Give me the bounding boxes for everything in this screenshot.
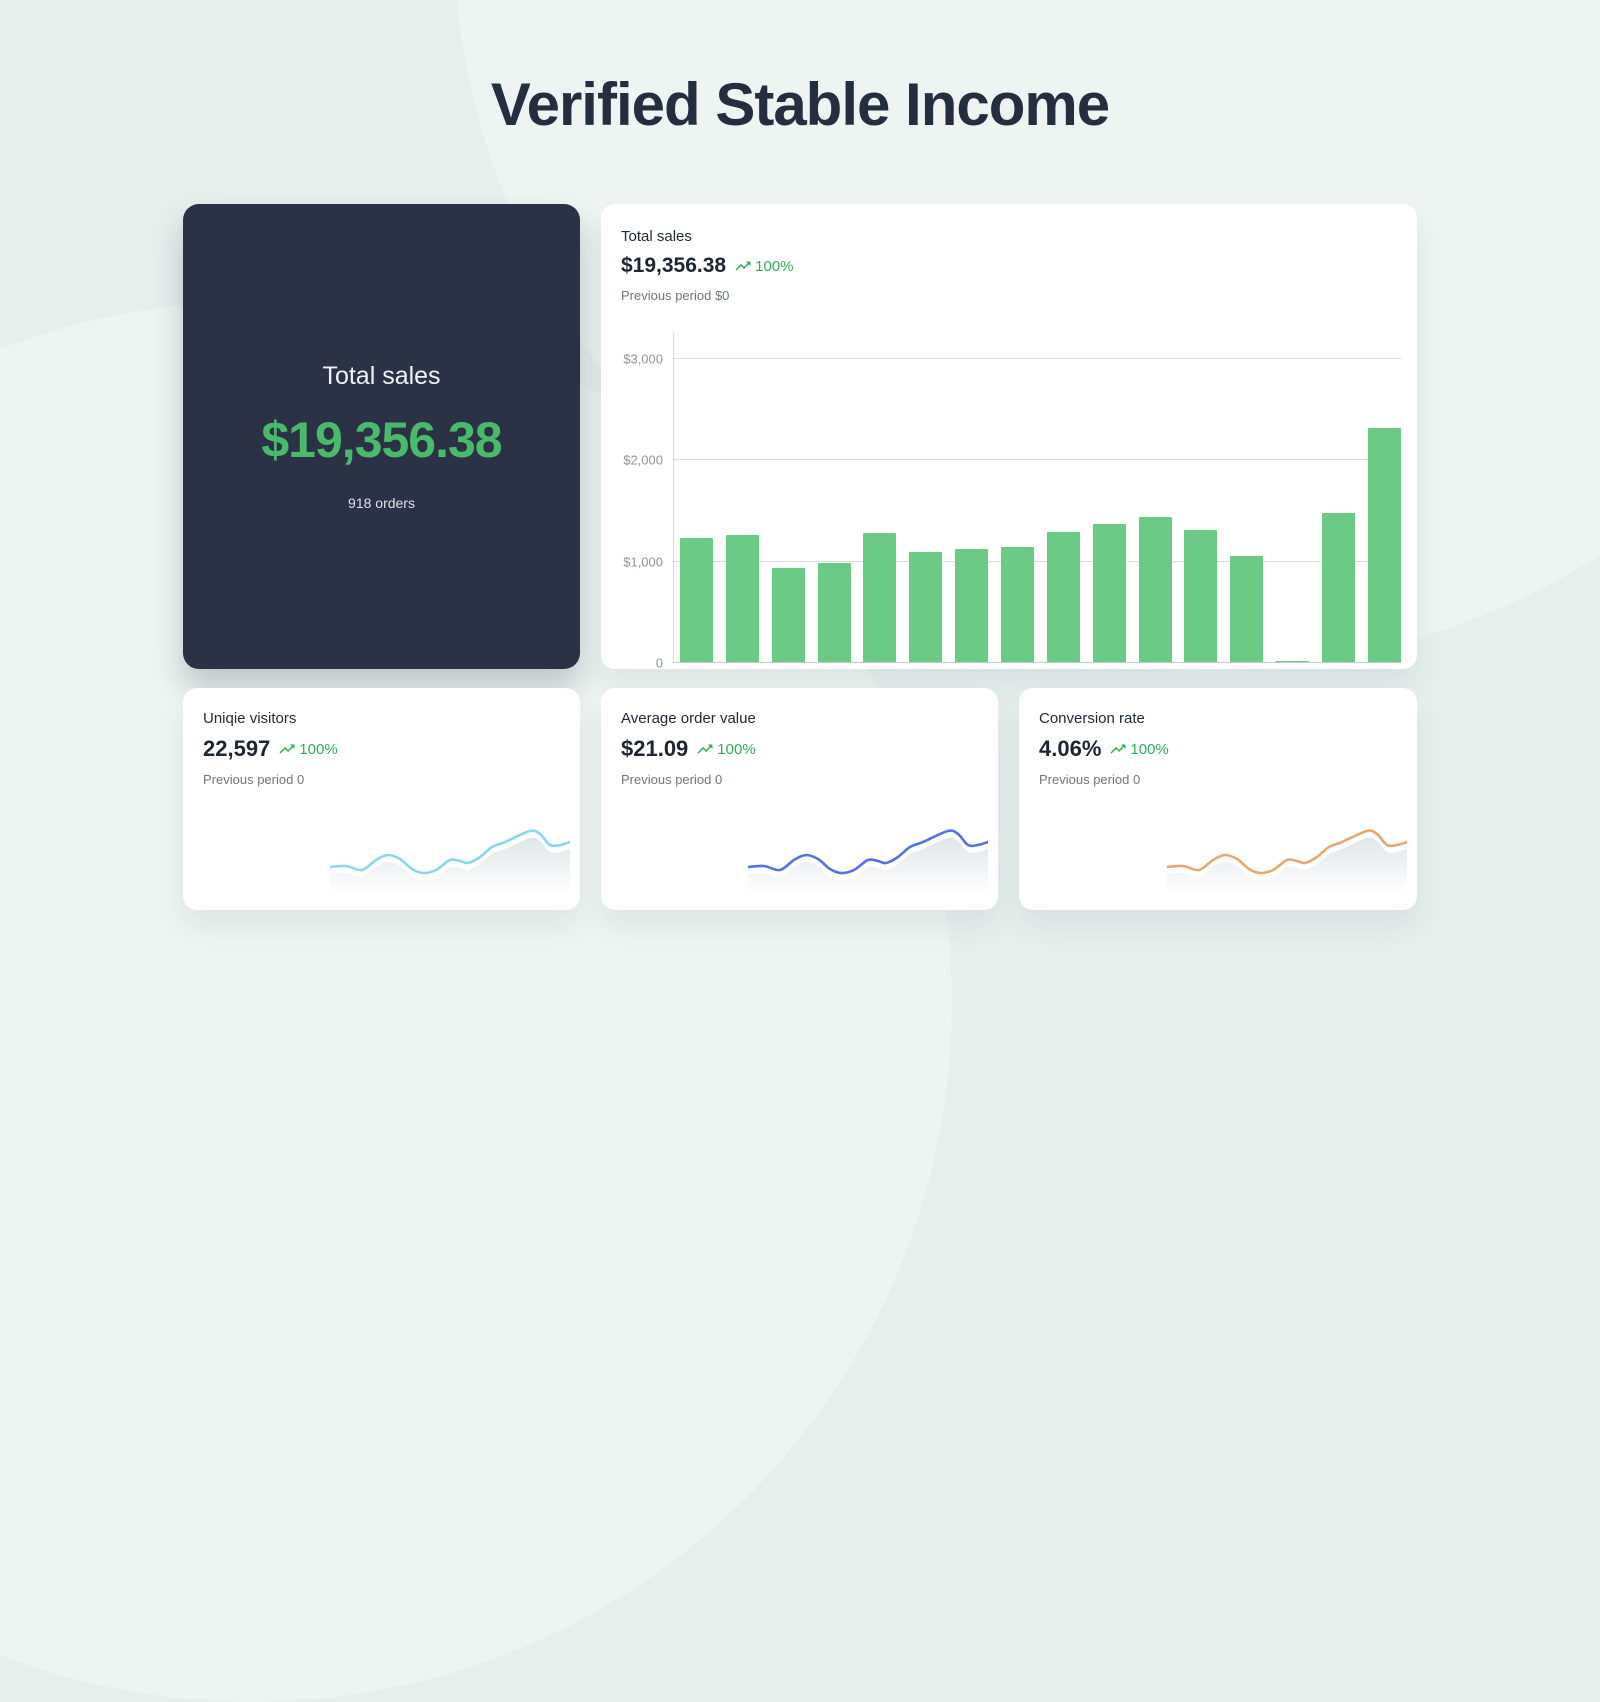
unique-visitors-card: Uniqie visitors 22,597 100% Previous per…: [183, 688, 580, 910]
gridline: [673, 459, 1401, 460]
trend-percent: 100%: [299, 740, 338, 758]
average-order-value-card: Average order value $21.09 100% Previous…: [601, 688, 998, 910]
trend-percent: 100%: [1130, 740, 1169, 758]
visitors-sparkline: [330, 829, 570, 894]
conversion-rate-card: Conversion rate 4.06% 100% Previous peri…: [1019, 688, 1417, 910]
trending-up-icon: [734, 257, 752, 275]
chart-card-value: $19,356.38: [621, 254, 727, 277]
chart-card-title: Total sales: [621, 228, 692, 245]
dashboard: Verified Stable Income Total sales $19,3…: [183, 0, 1417, 910]
chart-bar: [1001, 546, 1035, 663]
gridline: [673, 560, 1401, 562]
chart-bar: [771, 567, 805, 663]
chart-card-header: Total sales $19,356.38 100% Previous per…: [601, 228, 1417, 303]
chart-bar: [725, 535, 759, 663]
top-row: Total sales $19,356.38 918 orders Total …: [183, 204, 1417, 671]
conversion-rate-sparkline: [1167, 829, 1407, 894]
previous-period-label: Previous period $0: [621, 288, 730, 303]
chart-bar: [817, 563, 851, 663]
y-axis-line: [673, 333, 674, 663]
chart-bar: [1138, 517, 1172, 663]
chart-bar: [1046, 531, 1080, 663]
bar-plot: [673, 333, 1401, 663]
chart-bar: [1230, 556, 1264, 663]
trending-up-icon: [1109, 740, 1127, 758]
chart-bar: [1092, 523, 1126, 663]
stat-card-value: $21.09: [621, 736, 689, 761]
summary-card-title: Total sales: [322, 362, 441, 390]
stat-card-title: Uniqie visitors: [203, 710, 297, 727]
stat-card-value: 22,597: [203, 736, 271, 761]
chart-bar: [1276, 660, 1310, 663]
y-axis-tick-label: $2,000: [623, 452, 663, 468]
total-sales-summary-card: Total sales $19,356.38 918 orders: [183, 204, 580, 669]
chart-bar: [1184, 529, 1218, 663]
chart-bar: [1367, 428, 1401, 663]
chart-bar: [955, 549, 989, 663]
bottom-row: Uniqie visitors 22,597 100% Previous per…: [183, 688, 1417, 910]
total-sales-chart-card: Total sales $19,356.38 100% Previous per…: [601, 204, 1417, 671]
stat-card-value: 4.06%: [1039, 736, 1102, 761]
trending-up-icon: [696, 740, 714, 758]
bar-chart: $3,000 $2,000 $1,000 0: [623, 333, 1401, 671]
y-axis-tick-label: $1,000: [623, 554, 663, 569]
y-axis-tick-label: 0: [655, 655, 663, 671]
y-axis-tick-label: $3,000: [623, 351, 663, 366]
summary-card-orders: 918 orders: [348, 495, 415, 511]
gridline: [673, 357, 1401, 359]
chart-bar: [680, 538, 713, 663]
stat-card-title: Average order value: [621, 710, 756, 727]
trend-percent: 100%: [755, 257, 794, 275]
chart-bar: [1322, 513, 1356, 663]
chart-bar: [863, 532, 897, 663]
chart-bar: [909, 552, 943, 663]
previous-period-label: Previous period 0: [621, 772, 723, 787]
trend-percent: 100%: [717, 740, 756, 758]
page-title: Verified Stable Income: [490, 71, 1110, 138]
previous-period-label: Previous period 0: [203, 772, 305, 787]
stat-card-title: Conversion rate: [1039, 710, 1145, 727]
trend-indicator: 100%: [734, 257, 793, 275]
previous-period-label: Previous period 0: [1039, 772, 1141, 787]
order-value-sparkline: [748, 829, 988, 894]
x-axis-line: [673, 662, 1401, 663]
trending-up-icon: [278, 740, 296, 758]
trend-indicator: 100%: [278, 740, 338, 758]
trend-indicator: 100%: [696, 740, 756, 758]
summary-card-value: $19,356.38: [261, 412, 502, 468]
trend-indicator: 100%: [1109, 740, 1169, 758]
